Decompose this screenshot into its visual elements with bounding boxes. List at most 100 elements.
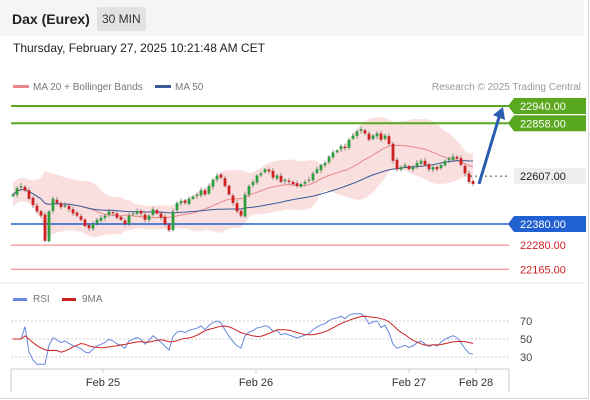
- candle-body: [187, 198, 191, 204]
- candle-body: [371, 135, 375, 140]
- candle-body: [191, 196, 195, 199]
- level-tag-0: [514, 98, 586, 114]
- candle-body: [367, 133, 371, 140]
- rsi-tick-label: 70: [520, 316, 532, 328]
- ma9-legend-swatch: [62, 298, 76, 301]
- candle-body: [151, 209, 155, 215]
- rsi-ma-line: [13, 315, 474, 353]
- level-label-5: 22165.00: [520, 264, 566, 276]
- candle-body: [235, 203, 239, 212]
- candle-body: [387, 136, 391, 144]
- bollinger-bands: [13, 116, 473, 238]
- level-label-4: 22280.00: [520, 240, 566, 252]
- candle-body: [91, 224, 95, 229]
- symbol-title: Dax (Eurex): [12, 11, 90, 27]
- candle-body: [295, 183, 299, 187]
- level-label-3: 22380.00: [520, 219, 566, 231]
- rsi-legend-swatch: [13, 298, 27, 301]
- candle-body: [415, 162, 419, 167]
- candle-body: [343, 146, 347, 149]
- candle-body: [203, 190, 207, 195]
- candle-body: [103, 215, 107, 218]
- candle-body: [239, 210, 243, 216]
- candle-body: [471, 181, 475, 184]
- candle-body: [255, 175, 259, 183]
- candle-body: [335, 150, 339, 153]
- level-label-2: 22607.00: [520, 171, 566, 183]
- timestamp: Thursday, February 27, 2025 10:21:48 AM …: [13, 41, 265, 55]
- candle-body: [123, 220, 127, 224]
- target-arrow-shaft: [477, 113, 502, 185]
- candle-body: [391, 143, 395, 161]
- candle-body: [139, 210, 143, 214]
- candle-body: [67, 205, 71, 210]
- candle-body: [319, 165, 323, 171]
- credit-text: Research © 2025 Trading Central: [432, 82, 581, 93]
- level-tag-3: [514, 216, 586, 232]
- candle-body: [435, 166, 439, 170]
- candle-body: [111, 212, 115, 214]
- candle-body: [107, 211, 111, 215]
- candle-body: [135, 211, 139, 214]
- candle-body: [299, 183, 303, 187]
- candle-body: [287, 180, 291, 182]
- candle-body: [271, 170, 275, 178]
- candle-body: [303, 181, 307, 184]
- candle-body: [175, 202, 179, 211]
- candle-body: [23, 186, 27, 191]
- candle-body: [155, 210, 159, 214]
- rsi-legend-label: RSI: [33, 294, 50, 305]
- candle-body: [11, 194, 15, 197]
- candle-body: [411, 167, 415, 170]
- candle-body: [223, 178, 227, 187]
- candle-body: [291, 181, 295, 184]
- candle-body: [327, 156, 331, 163]
- candle-body: [347, 139, 351, 148]
- ma50-legend-label: MA 50: [175, 82, 204, 93]
- rsi-lines: [13, 313, 474, 365]
- candle-body: [279, 175, 283, 182]
- ma20-legend-label: MA 20 + Bollinger Bands: [33, 82, 143, 93]
- candle-body: [351, 135, 355, 139]
- candle-body: [27, 190, 31, 199]
- candle-body: [163, 216, 167, 224]
- target-arrow-head: [493, 107, 505, 121]
- candle-body: [431, 167, 435, 170]
- candle-body: [87, 225, 91, 229]
- candle-body: [71, 209, 75, 214]
- candle-body: [143, 214, 147, 220]
- candle-body: [463, 165, 467, 174]
- candle-body: [459, 158, 463, 165]
- candle-body: [75, 212, 79, 216]
- x-tick-label: Feb 26: [239, 377, 273, 389]
- candle-body: [179, 200, 183, 204]
- price-levels: [11, 105, 512, 270]
- candle-body: [159, 213, 163, 218]
- candle-body: [55, 199, 59, 203]
- candle-body: [375, 133, 379, 137]
- candle-body: [455, 156, 459, 159]
- timeframe-button[interactable]: 30 MIN: [97, 7, 146, 31]
- target-arrow: [477, 107, 505, 185]
- candle-body: [95, 219, 99, 224]
- price-legend: MA 20 + Bollinger Bands MA 50 Research ©…: [13, 82, 581, 93]
- rsi-tick-label: 30: [520, 352, 532, 364]
- candle-body: [99, 217, 103, 221]
- candle-body: [339, 146, 343, 150]
- rsi-legend: RSI 9MA: [13, 294, 103, 305]
- candle-body: [215, 175, 219, 180]
- candle-body: [283, 179, 287, 182]
- candle-body: [363, 130, 367, 134]
- candle-body: [331, 152, 335, 158]
- candle-body: [315, 169, 319, 174]
- candle-body: [263, 169, 267, 173]
- chart-header: Dax (Eurex) 30 MIN: [0, 0, 584, 36]
- ma50-legend-swatch: [155, 85, 171, 88]
- level-tag-pointer-3: [508, 216, 514, 232]
- x-tick-label: Feb 27: [392, 377, 426, 389]
- x-tick-label: Feb 28: [459, 377, 493, 389]
- candle-body: [171, 211, 175, 231]
- rsi-tick-label: 50: [520, 334, 532, 346]
- level-tag-pointer-0: [508, 98, 514, 114]
